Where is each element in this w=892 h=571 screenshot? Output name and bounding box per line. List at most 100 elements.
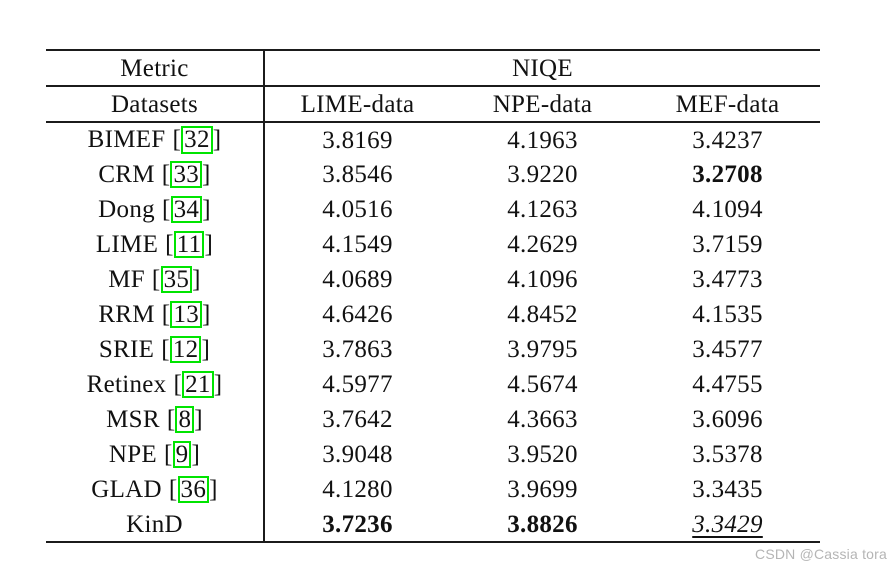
method-label: GLAD [91, 475, 162, 503]
citation-link[interactable]: 34 [170, 195, 203, 224]
citation-link[interactable]: 32 [181, 126, 213, 154]
method-cell: Retinex[21] [46, 367, 265, 402]
method-label: RRM [98, 300, 155, 328]
metric-header-label: Metric [46, 50, 265, 87]
citation-close-bracket: ] [212, 126, 222, 154]
citation: [35] [152, 265, 201, 294]
citation-link[interactable]: 21 [182, 370, 214, 399]
citation: [34] [161, 195, 211, 224]
citation: [9] [164, 440, 201, 469]
value-cell: 3.3435 [692, 476, 763, 503]
citation-open-bracket: [ [161, 195, 171, 223]
value-cell: 4.0516 [322, 196, 393, 223]
value-cell: 3.8169 [322, 126, 393, 154]
citation-link[interactable]: 8 [175, 405, 195, 434]
value-cell: 4.1096 [507, 266, 578, 293]
table-row: Dong[34] 4.0516 4.1263 4.1094 [46, 192, 820, 227]
method-label: Dong [98, 195, 155, 223]
method-label: NPE [108, 440, 158, 468]
table-row: NPE[9] 3.9048 3.9520 3.5378 [46, 437, 820, 472]
citation-link[interactable]: 9 [172, 440, 192, 469]
value-cell: 4.8452 [507, 301, 578, 328]
watermark: CSDN @Cassia tora [755, 546, 887, 562]
citation-link[interactable]: 13 [170, 300, 203, 329]
citation: [8] [166, 405, 203, 434]
citation-open-bracket: [ [165, 230, 174, 258]
value-cell: 4.4755 [692, 371, 763, 398]
method-cell: Dong[34] [46, 192, 265, 227]
table-row: SRIE[12] 3.7863 3.9795 3.4577 [46, 332, 820, 367]
citation-open-bracket: [ [166, 405, 176, 433]
table-row: LIME[11] 4.1549 4.2629 3.7159 [46, 227, 820, 262]
value-cell: 4.1535 [692, 301, 763, 328]
citation-link[interactable]: 12 [169, 335, 202, 364]
value-cell: 3.7236 [322, 510, 393, 538]
value-cell: 4.6426 [322, 301, 393, 328]
table-row: MF[35] 4.0689 4.1096 3.4773 [46, 262, 820, 297]
value-cell: 3.9795 [507, 336, 578, 363]
method-cell: CRM[33] [46, 157, 265, 192]
citation: [36] [168, 475, 218, 504]
value-cell: 3.9699 [507, 476, 578, 503]
citation-close-bracket: ] [202, 160, 211, 188]
value-cell: 3.2708 [692, 161, 763, 188]
value-cell: 3.3429 [692, 510, 763, 538]
method-label: CRM [98, 160, 155, 188]
datasets-row: Datasets LIME-data NPE-data MEF-data [46, 86, 821, 123]
table-row: Retinex[21] 4.5977 4.5674 4.4755 [46, 367, 820, 402]
value-cell: 3.4577 [692, 336, 763, 363]
datasets-header-label: Datasets [46, 86, 265, 123]
table-header: Metric NIQE Datasets LIME-data NPE-data … [46, 50, 821, 123]
value-cell: 3.7642 [322, 406, 393, 433]
column-header-mef-data: MEF-data [635, 86, 821, 123]
method-cell: SRIE[12] [46, 332, 265, 367]
citation-link[interactable]: 35 [160, 265, 193, 294]
method-label: LIME [95, 230, 159, 258]
table-row: BIMEF[32] 3.8169 4.1963 3.4237 [46, 122, 820, 157]
citation-open-bracket: [ [173, 370, 183, 398]
value-cell: 4.1963 [507, 126, 578, 154]
citation: [33] [162, 160, 211, 189]
citation-open-bracket: [ [161, 335, 170, 363]
citation-link[interactable]: 36 [177, 475, 210, 504]
method-label: KinD [126, 510, 183, 538]
citation-close-bracket: ] [204, 230, 214, 258]
citation-close-bracket: ] [191, 440, 201, 468]
method-label: Retinex [86, 370, 167, 398]
method-cell: NPE[9] [46, 437, 265, 472]
value-cell: 4.1094 [692, 196, 763, 223]
value-cell: 3.4237 [692, 126, 763, 154]
value-cell: 4.5674 [507, 371, 578, 398]
value-cell: 4.1263 [507, 196, 578, 223]
citation-close-bracket: ] [192, 265, 201, 293]
citation-open-bracket: [ [161, 300, 171, 328]
value-cell: 4.5977 [322, 371, 393, 398]
citation-close-bracket: ] [209, 475, 218, 503]
citation: [21] [173, 370, 222, 399]
metric-row: Metric NIQE [46, 50, 821, 87]
method-label: BIMEF [87, 126, 166, 154]
citation-close-bracket: ] [194, 405, 203, 433]
citation-open-bracket: [ [168, 475, 178, 503]
value-cell: 4.1280 [322, 476, 393, 503]
table-row: GLAD[36] 4.1280 3.9699 3.3435 [46, 472, 820, 507]
value-cell: 3.5378 [692, 441, 763, 468]
value-cell: 3.7863 [322, 336, 393, 363]
citation: [11] [165, 230, 214, 259]
method-label: SRIE [98, 335, 155, 363]
niqe-header-label: NIQE [264, 50, 821, 87]
value-cell: 3.9048 [322, 441, 393, 468]
table-row: CRM[33] 3.8546 3.9220 3.2708 [46, 157, 820, 192]
method-cell: MSR[8] [46, 402, 265, 437]
citation-close-bracket: ] [202, 195, 211, 223]
value-cell: 4.1549 [322, 231, 393, 258]
citation-link[interactable]: 33 [170, 160, 203, 189]
citation-link[interactable]: 11 [173, 230, 205, 259]
table-row: RRM[13] 4.6426 4.8452 4.1535 [46, 297, 820, 332]
value-cell: 3.6096 [692, 406, 763, 433]
table-row: KinD 3.7236 3.8826 3.3429 [46, 507, 820, 542]
value-cell: 3.8546 [322, 161, 393, 188]
value-cell: 4.2629 [507, 231, 578, 258]
citation: [12] [161, 335, 210, 364]
results-table: Metric NIQE Datasets LIME-data NPE-data … [46, 49, 821, 543]
